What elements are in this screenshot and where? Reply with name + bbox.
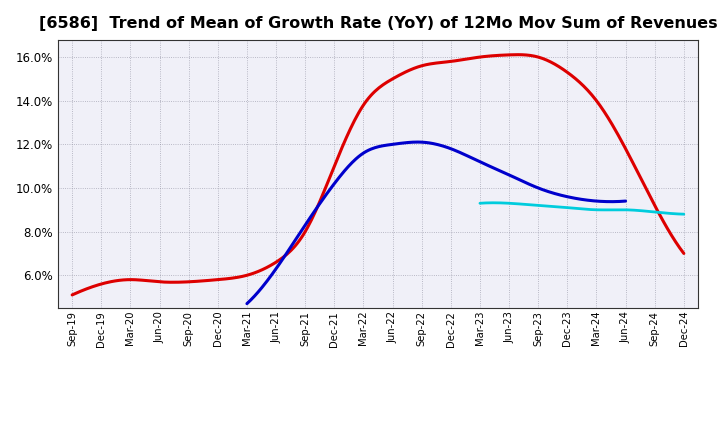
Title: [6586]  Trend of Mean of Growth Rate (YoY) of 12Mo Mov Sum of Revenues: [6586] Trend of Mean of Growth Rate (YoY… — [39, 16, 717, 32]
Legend: 3 Years, 5 Years, 7 Years, 10 Years: 3 Years, 5 Years, 7 Years, 10 Years — [152, 433, 604, 440]
